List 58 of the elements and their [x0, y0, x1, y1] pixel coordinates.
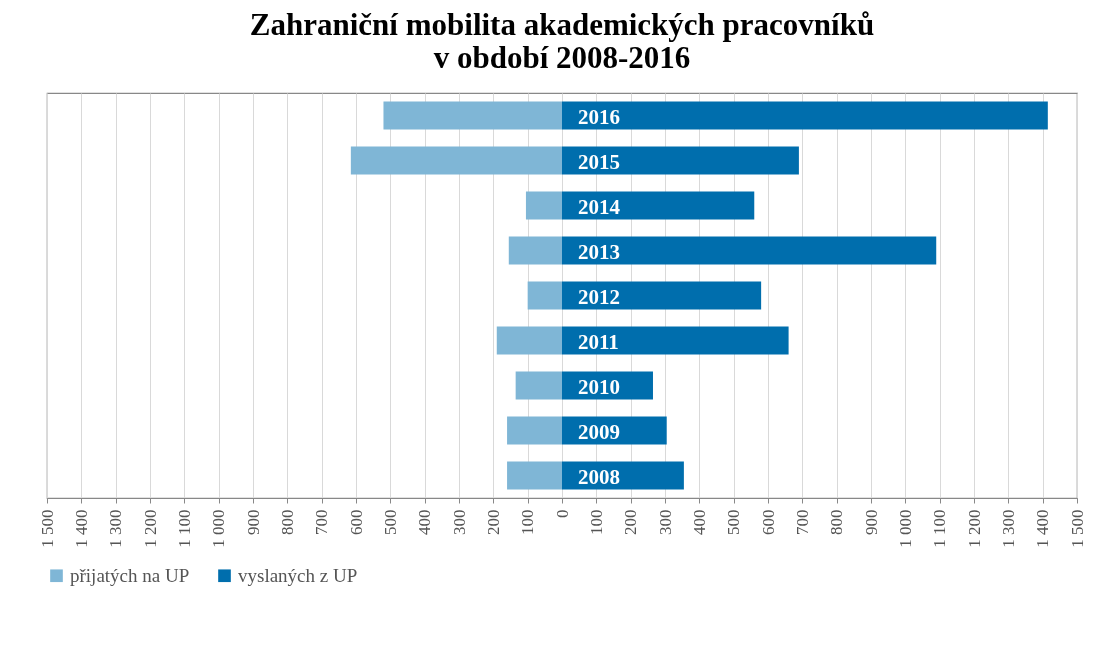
x-tick-label: 600 [346, 509, 366, 535]
bar [562, 326, 789, 355]
bar [508, 236, 562, 265]
x-tick-label: 200 [483, 509, 503, 535]
bar [562, 101, 1048, 130]
bar [525, 191, 562, 220]
x-tick-label: 400 [689, 509, 709, 535]
x-tick-label: 700 [792, 509, 812, 535]
x-tick-label: 1 000 [209, 509, 229, 548]
y-tick-label: 2015 [578, 149, 620, 174]
bar [562, 281, 762, 310]
x-tick-label: 500 [380, 509, 400, 535]
x-tick-label: 1 500 [37, 509, 57, 548]
x-tick-label: 800 [827, 509, 847, 535]
x-tick-label: 1 000 [895, 509, 915, 548]
x-tick-label: 1 400 [1033, 509, 1053, 548]
legend-label: vyslaných z UP [238, 564, 358, 586]
y-tick-label: 2008 [578, 464, 620, 489]
chart-title: Zahraniční mobilita akademických pracovníků v období 2008-2016 [249, 7, 875, 75]
x-tick-label: 700 [312, 509, 332, 535]
bar [562, 146, 799, 175]
x-tick-label: 1 500 [1067, 509, 1087, 548]
x-tick-label: 300 [449, 509, 469, 535]
legend-label: přijatých na UP [70, 564, 190, 586]
x-tick-label: 1 200 [964, 509, 984, 548]
x-tick-label: 300 [655, 509, 675, 535]
x-tick-label: 100 [518, 509, 538, 535]
y-tick-label: 2010 [578, 374, 620, 399]
x-tick-label: 1 100 [174, 509, 194, 548]
y-tick-label: 2016 [578, 104, 620, 129]
bar [562, 236, 937, 265]
bar [527, 281, 562, 310]
x-tick-label: 1 400 [71, 509, 91, 548]
bar [350, 146, 562, 175]
x-tick-label: 900 [243, 509, 263, 535]
x-tick-label: 800 [277, 509, 297, 535]
x-tick-label: 400 [415, 509, 435, 535]
bar [383, 101, 562, 130]
x-tick-label: 0 [552, 509, 572, 518]
x-tick-label: 200 [621, 509, 641, 535]
y-tick-label: 2009 [578, 419, 620, 444]
x-tick-label: 600 [758, 509, 778, 535]
x-tick-label: 100 [586, 509, 606, 535]
x-tick-label: 500 [724, 509, 744, 535]
x-tick-label: 1 100 [930, 509, 950, 548]
y-tick-label: 2014 [578, 194, 621, 219]
bar [507, 416, 562, 445]
x-tick-label: 1 300 [106, 509, 126, 548]
y-tick-label: 2013 [578, 239, 620, 264]
bar [515, 371, 562, 400]
x-tick-label: 900 [861, 509, 881, 535]
y-tick-label: 2012 [578, 284, 620, 309]
x-tick-label: 1 200 [140, 509, 160, 548]
bar [496, 326, 562, 355]
bar [507, 461, 562, 490]
bar [562, 191, 755, 220]
y-tick-label: 2011 [578, 329, 619, 354]
x-tick-label: 1 300 [998, 509, 1018, 548]
